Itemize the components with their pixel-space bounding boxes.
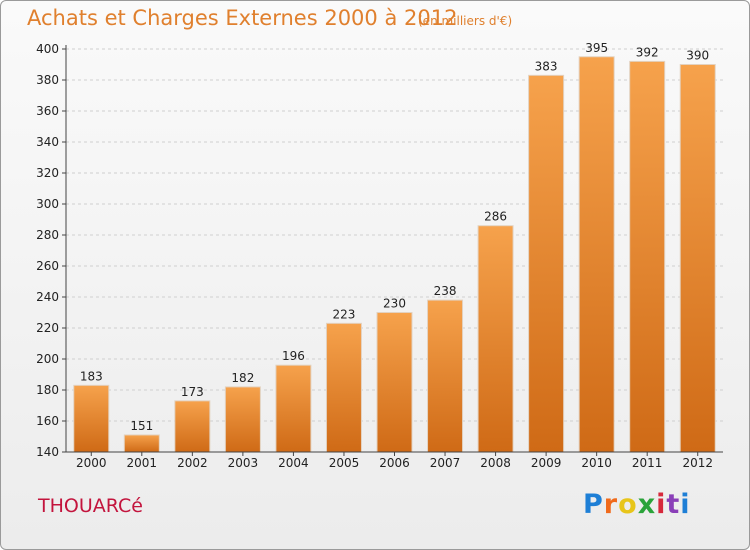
x-tick-label: 2012	[682, 456, 713, 470]
y-tick-label: 200	[36, 352, 59, 366]
value-label: 238	[434, 284, 457, 298]
value-label: 223	[333, 307, 356, 321]
bar-2000	[73, 384, 110, 453]
bar-2011	[629, 60, 666, 453]
bar-2008	[477, 225, 514, 453]
y-tick-label: 280	[36, 228, 59, 242]
bar-2009	[528, 74, 565, 453]
y-tick-label: 240	[36, 290, 59, 304]
value-label: 390	[686, 49, 709, 63]
x-tick-label: 2009	[531, 456, 562, 470]
y-tick-label: 400	[36, 42, 59, 56]
value-label: 392	[636, 45, 659, 59]
value-label: 173	[181, 385, 204, 399]
logo-letter: t	[666, 489, 681, 520]
value-label: 286	[484, 210, 507, 224]
y-tick-label: 360	[36, 104, 59, 118]
bars	[73, 56, 716, 453]
value-labels: 183 151 173 182 196 223 230 238 286 383 395 392 390	[80, 41, 709, 433]
x-tick-label: 2004	[278, 456, 309, 470]
bar-2004	[275, 364, 312, 453]
value-label: 395	[585, 41, 608, 55]
x-tick-label: 2006	[379, 456, 410, 470]
value-label: 383	[535, 59, 558, 73]
chart-title: Achats et Charges Externes 2000 à 2012	[27, 6, 458, 30]
y-tick-label: 340	[36, 135, 59, 149]
y-tick-label: 220	[36, 321, 59, 335]
y-axis-ticks: 140 160 180 200 220 240 260 280 300 320 340 360 380 4…	[36, 42, 66, 459]
commune-name: THOUARCé	[38, 495, 143, 517]
bar-2003	[224, 386, 261, 453]
x-tick-label: 2011	[632, 456, 663, 470]
logo-letter: P	[583, 489, 604, 520]
bar-2002	[174, 400, 211, 453]
y-tick-label: 140	[36, 445, 59, 459]
logo-letter: r	[603, 489, 619, 520]
bar-2001	[123, 434, 160, 453]
bar-2006	[376, 312, 413, 453]
y-tick-label: 300	[36, 197, 59, 211]
x-tick-label: 2008	[480, 456, 511, 470]
bar-2012	[679, 64, 716, 453]
x-tick-label: 2005	[329, 456, 360, 470]
value-label: 196	[282, 349, 305, 363]
value-label: 183	[80, 369, 103, 383]
y-tick-label: 160	[36, 414, 59, 428]
x-tick-label: 2001	[127, 456, 158, 470]
proxiti-logo[interactable]: Proxiti	[583, 489, 691, 520]
y-tick-label: 180	[36, 383, 59, 397]
value-label: 182	[231, 371, 254, 385]
bar-2010	[578, 56, 615, 453]
bar-2007	[427, 299, 464, 453]
x-tick-label: 2002	[177, 456, 208, 470]
logo-letter: x	[637, 489, 657, 520]
y-tick-label: 260	[36, 259, 59, 273]
x-tick-label: 2007	[430, 456, 461, 470]
x-tick-label: 2000	[76, 456, 107, 470]
y-tick-label: 380	[36, 73, 59, 87]
logo-letter: i	[680, 489, 691, 520]
logo-letter: o	[618, 489, 638, 520]
logo-letter: i	[656, 489, 667, 520]
x-tick-label: 2010	[581, 456, 612, 470]
x-tick-label: 2003	[228, 456, 259, 470]
x-axis-ticks: 2000 2001 2002 2003 2004 2005 2006 2007 2008 2009…	[76, 452, 713, 470]
bar-2005	[325, 322, 362, 453]
y-tick-label: 320	[36, 166, 59, 180]
value-label: 151	[130, 419, 153, 433]
value-label: 230	[383, 297, 406, 311]
chart-subtitle: (en milliers d'€)	[418, 14, 513, 28]
